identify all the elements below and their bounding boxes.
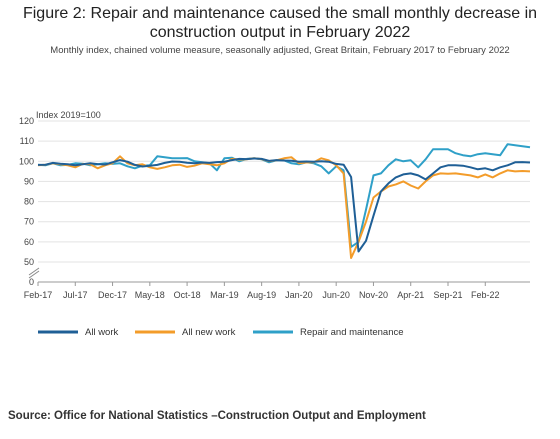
x-tick-label-6: Aug-19 xyxy=(247,290,276,300)
chart-title: Figure 2: Repair and maintenance caused … xyxy=(0,4,560,42)
x-tick-label-0: Feb-17 xyxy=(24,290,53,300)
legend-label-0: All work xyxy=(85,327,119,338)
series-lines xyxy=(37,143,531,259)
legend: All work All new work Repair and maintenan… xyxy=(38,327,404,338)
y-tick-label-80: 80 xyxy=(24,197,34,207)
y-tick-label-0: 0 xyxy=(29,277,34,287)
x-tick-label-11: Sep-21 xyxy=(433,290,462,300)
x-tick-label-2: Dec-17 xyxy=(98,290,127,300)
y-tick-label-90: 90 xyxy=(24,176,34,186)
x-tick-label-3: May-18 xyxy=(135,290,165,300)
y-axis-label: Index 2019=100 xyxy=(36,110,101,120)
y-tick-label-50: 50 xyxy=(24,257,34,267)
y-tick-label-120: 120 xyxy=(19,116,34,126)
source-note: Source: Office for National Statistics –… xyxy=(8,410,426,422)
line-chart: Index 2019=100 0 50 60 70 80 90 100 110 120 Feb-… xyxy=(19,110,531,338)
y-tick-label-110: 110 xyxy=(20,136,34,146)
axis-break xyxy=(28,267,40,279)
x-tick-label-7: Jan-20 xyxy=(285,290,313,300)
y-tick-label-60: 60 xyxy=(24,237,34,247)
x-tick-label-1: Jul-17 xyxy=(63,290,88,300)
x-axis-ticks: Feb-17 Jul-17 Dec-17 May-18 Oct-18 Mar-19 Aug-… xyxy=(24,282,500,300)
series-line-all-new-work xyxy=(37,155,531,259)
x-tick-label-5: Mar-19 xyxy=(210,290,239,300)
gridlines xyxy=(38,120,530,283)
y-tick-label-100: 100 xyxy=(19,156,34,166)
series-line-all-work xyxy=(37,157,531,253)
chart-title-line1: Figure 2: Repair and maintenance caused … xyxy=(22,5,538,22)
x-tick-label-10: Apr-21 xyxy=(397,290,424,300)
legend-label-2: Repair and maintenance xyxy=(300,327,404,338)
y-axis-ticks: 0 50 60 70 80 90 100 110 120 xyxy=(19,116,34,287)
x-tick-label-8: Jun-20 xyxy=(322,290,350,300)
x-tick-label-12: Feb-22 xyxy=(471,290,500,300)
axis-break-mark-2 xyxy=(28,270,40,279)
legend-label-1: All new work xyxy=(182,327,236,338)
axis-break-mark-1 xyxy=(28,267,40,276)
x-tick-label-9: Nov-20 xyxy=(359,290,388,300)
x-tick-label-4: Oct-18 xyxy=(174,290,201,300)
y-tick-label-70: 70 xyxy=(24,217,34,227)
chart-title-line2: construction output in February 2022 xyxy=(149,24,411,41)
chart-subtitle: Monthly index, chained volume measure, s… xyxy=(50,45,510,56)
